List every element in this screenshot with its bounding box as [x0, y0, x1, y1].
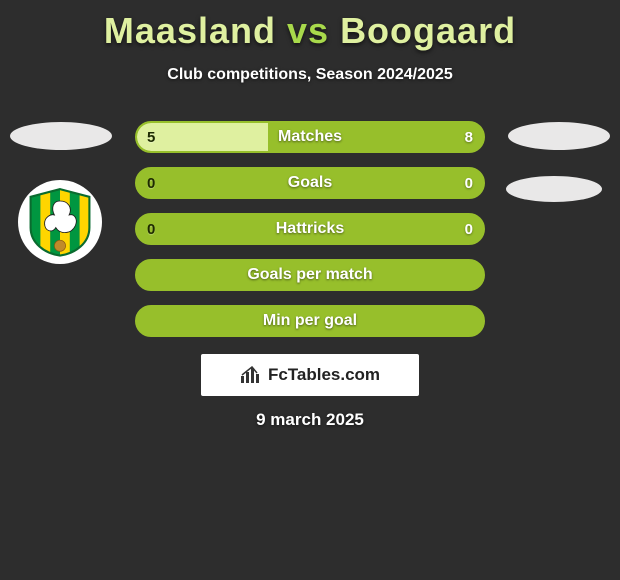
bar-left-value: 0: [147, 215, 155, 243]
avatar-placeholder-right-bottom: [506, 176, 602, 202]
comparison-bars: 5 Matches 8 0 Goals 0 0 Hattricks 0 Goal…: [135, 121, 485, 351]
avatar-placeholder-left: [10, 122, 112, 150]
bar-row-hattricks: 0 Hattricks 0: [135, 213, 485, 245]
bar-right-value: 8: [465, 123, 473, 151]
bar-label: Min per goal: [137, 312, 483, 330]
bar-right-value: 0: [465, 169, 473, 197]
bar-left-value: 5: [147, 123, 155, 151]
bar-label: Goals per match: [137, 266, 483, 284]
avatar-placeholder-right-top: [508, 122, 610, 150]
ado-den-haag-icon: [25, 187, 95, 257]
comparison-title: Maasland vs Boogaard: [0, 0, 620, 52]
vs-text: vs: [287, 10, 329, 51]
bar-right-value: 0: [465, 215, 473, 243]
club-logo: [18, 180, 102, 264]
player2-name: Boogaard: [340, 10, 516, 51]
bar-row-goals-per-match: Goals per match: [135, 259, 485, 291]
subtitle: Club competitions, Season 2024/2025: [0, 66, 620, 84]
bar-chart-icon: [240, 366, 262, 384]
bar-row-goals: 0 Goals 0: [135, 167, 485, 199]
bar-fill: [137, 123, 268, 151]
bar-label: Hattricks: [137, 220, 483, 238]
brand-box: FcTables.com: [201, 354, 419, 396]
date-text: 9 march 2025: [0, 410, 620, 430]
player1-name: Maasland: [104, 10, 276, 51]
bar-label: Goals: [137, 174, 483, 192]
brand-text: FcTables.com: [268, 365, 380, 385]
bar-row-min-per-goal: Min per goal: [135, 305, 485, 337]
bar-row-matches: 5 Matches 8: [135, 121, 485, 153]
bar-left-value: 0: [147, 169, 155, 197]
